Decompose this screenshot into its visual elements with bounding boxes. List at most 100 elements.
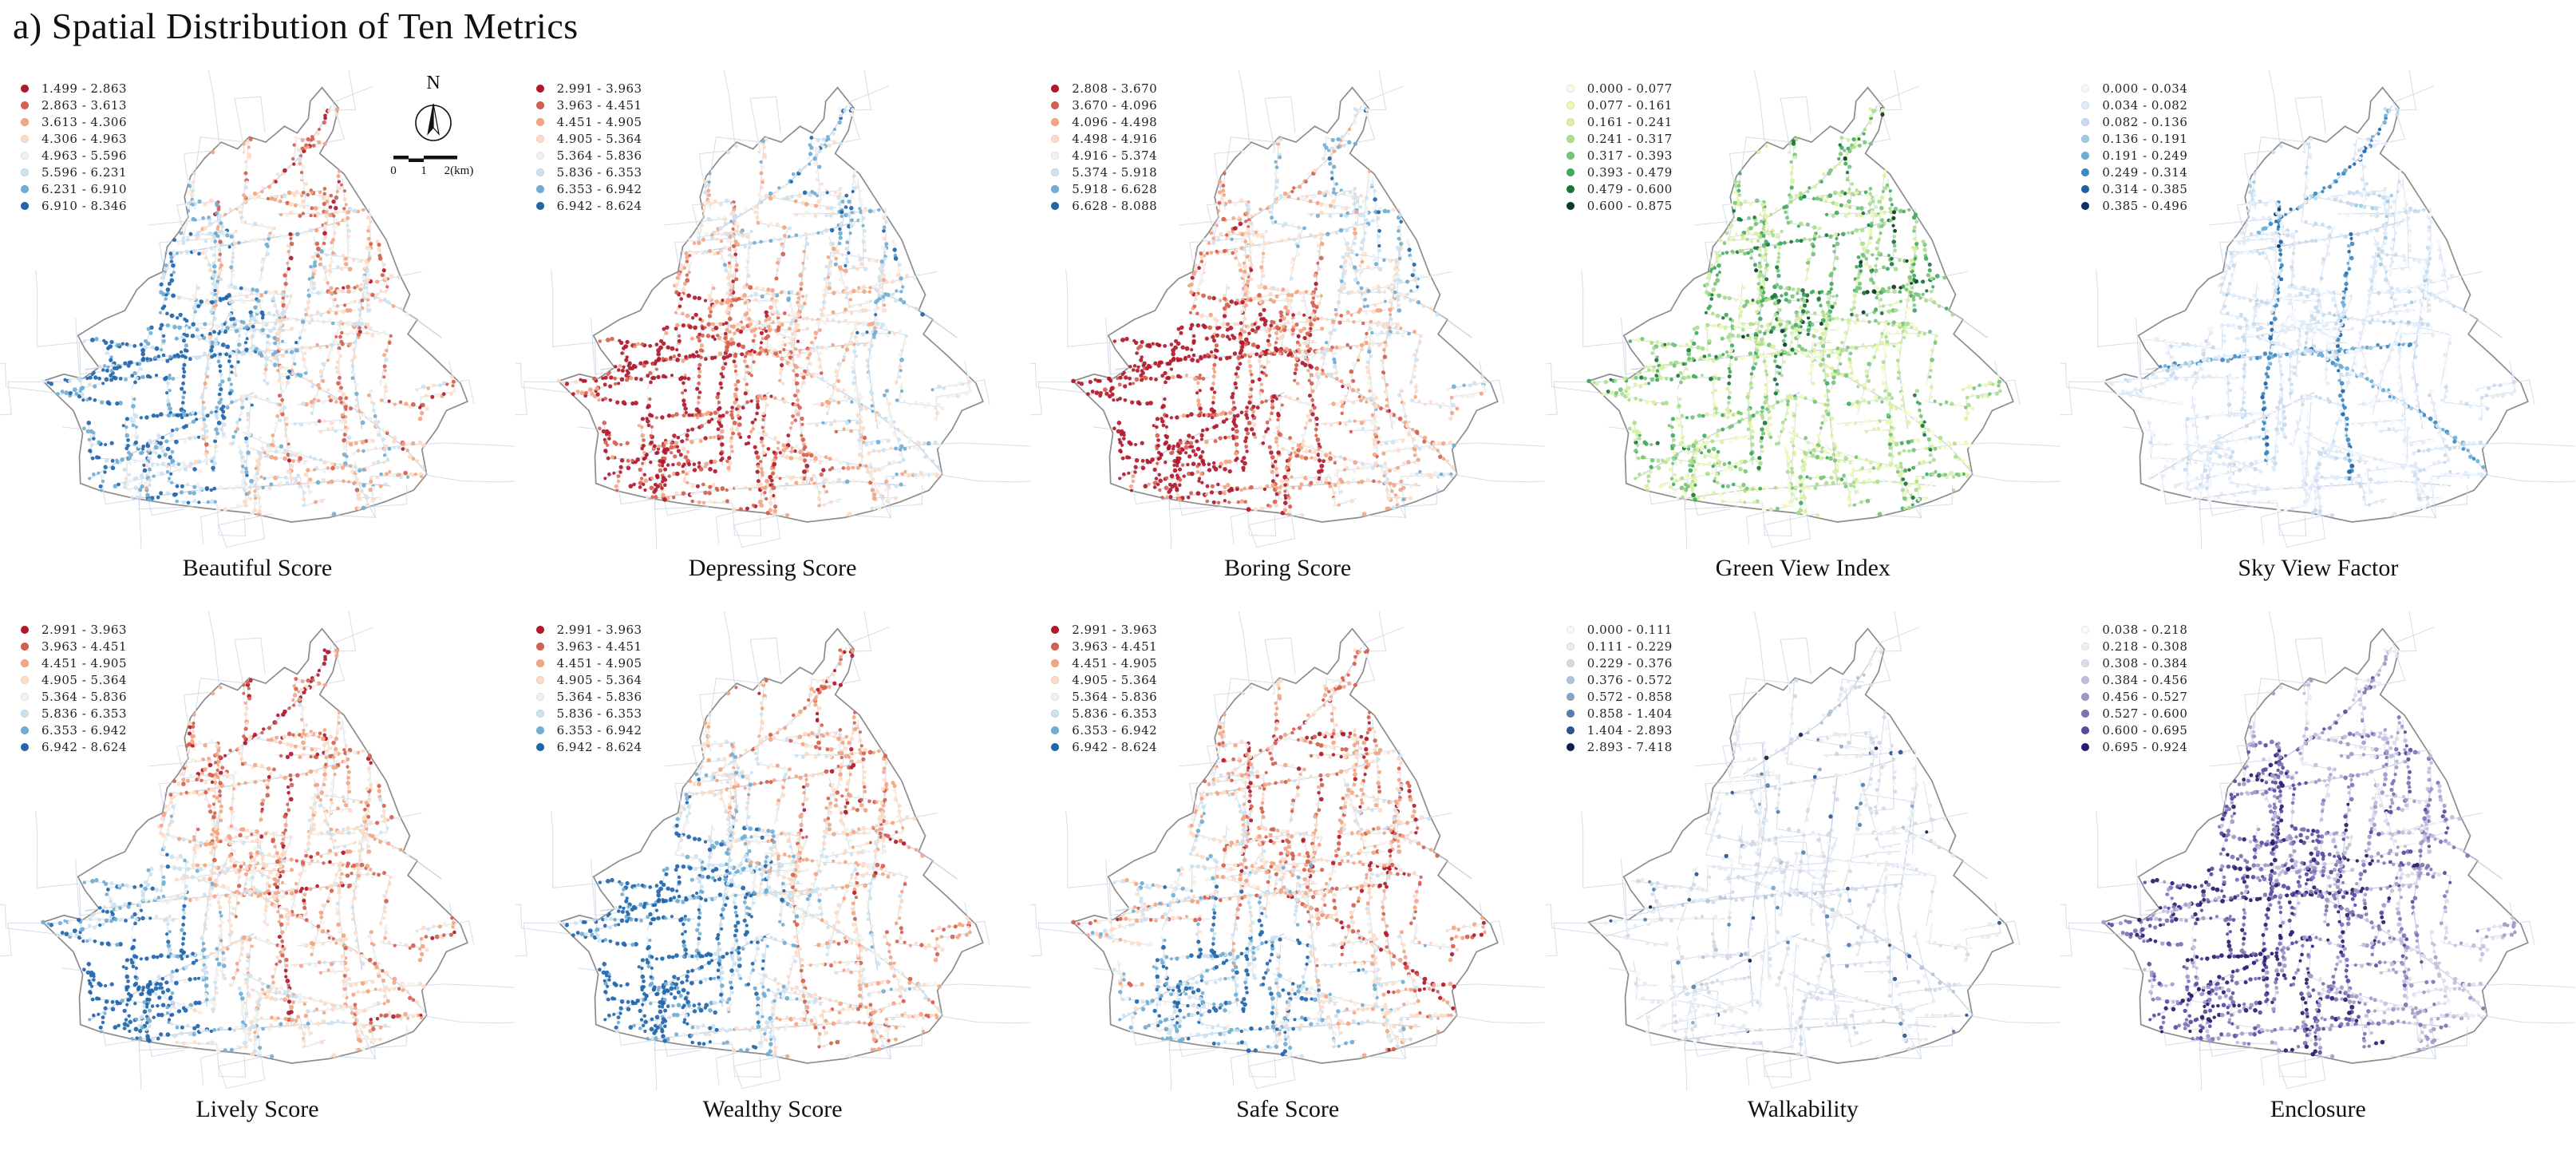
legend-item: 3.963 - 4.451 [1051, 639, 1157, 654]
legend-dot-icon [2081, 626, 2090, 634]
legend-label: 5.374 - 5.918 [1072, 165, 1158, 180]
legend-dot-icon [535, 659, 544, 667]
legend-item: 3.963 - 4.451 [535, 98, 642, 113]
legend-dot-icon [535, 118, 544, 126]
legend-item: 6.942 - 8.624 [535, 740, 642, 754]
legend-item: 0.393 - 0.479 [1566, 165, 1673, 180]
map-legend: 2.808 - 3.670 3.670 - 4.096 4.096 - 4.498 4… [1051, 81, 1158, 213]
legend-label: 0.000 - 0.077 [1586, 81, 1673, 96]
legend-item: 0.527 - 0.600 [2081, 706, 2187, 721]
map-legend: 2.991 - 3.963 3.963 - 4.451 4.451 - 4.905 4… [21, 623, 127, 754]
legend-dot-icon [1051, 693, 1060, 701]
legend-item: 0.308 - 0.384 [2081, 656, 2188, 670]
legend-label: 0.600 - 0.695 [2102, 723, 2188, 738]
legend-label: 0.038 - 0.218 [2102, 623, 2188, 637]
map-caption: Boring Score [1224, 555, 1352, 581]
map-caption: Walkability [1747, 1096, 1859, 1122]
legend-dot-icon [2081, 659, 2090, 667]
map-caption: Safe Score [1236, 1096, 1340, 1122]
legend-item: 2.991 - 3.963 [535, 81, 642, 96]
legend-dot-icon [1051, 101, 1060, 109]
map-caption: Sky View Factor [2238, 555, 2399, 581]
map-panel-beautiful-score: 1.499 - 2.863 2.863 - 3.613 3.613 - 4.306 4… [0, 70, 515, 597]
legend-label: 6.353 - 6.942 [41, 723, 127, 738]
legend-dot-icon [2081, 101, 2090, 109]
map-panel-lively-score: 2.991 - 3.963 3.963 - 4.451 4.451 - 4.905 4… [0, 611, 515, 1138]
legend-item: 5.364 - 5.836 [1051, 690, 1158, 704]
legend-item: 6.353 - 6.942 [535, 723, 642, 738]
legend-label: 4.498 - 4.916 [1072, 132, 1158, 146]
map-panel-depressing-score: 2.991 - 3.963 3.963 - 4.451 4.451 - 4.905 4… [515, 70, 1030, 597]
legend-item: 0.241 - 0.317 [1566, 132, 1673, 146]
legend-item: 4.905 - 5.364 [21, 673, 127, 687]
legend-item: 4.916 - 5.374 [1051, 148, 1157, 163]
legend-dot-icon [1051, 676, 1060, 684]
legend-item: 0.249 - 0.314 [2081, 165, 2187, 180]
legend-dot-icon [2081, 693, 2090, 701]
map-legend: 0.000 - 0.111 0.111 - 0.229 0.229 - 0.376 0… [1566, 623, 1673, 754]
legend-label: 0.136 - 0.191 [2102, 132, 2188, 146]
legend-label: 3.963 - 4.451 [556, 639, 642, 654]
legend-dot-icon [1051, 743, 1060, 751]
legend-item: 5.836 - 6.353 [21, 706, 127, 721]
legend-dot-icon [1566, 626, 1574, 634]
map-panel-wealthy-score: 2.991 - 3.963 3.963 - 4.451 4.451 - 4.905 4… [515, 611, 1030, 1138]
legend-label: 4.451 - 4.905 [556, 115, 642, 129]
map-panel-safe-score: 2.991 - 3.963 3.963 - 4.451 4.451 - 4.905 4… [1030, 611, 1546, 1138]
legend-dot-icon [1051, 659, 1060, 667]
legend-label: 0.191 - 0.249 [2102, 148, 2188, 163]
legend-item: 5.364 - 5.836 [535, 148, 642, 163]
legend-item: 5.836 - 6.353 [535, 706, 642, 721]
legend-label: 2.991 - 3.963 [1072, 623, 1158, 637]
legend-item: 3.963 - 4.451 [535, 639, 642, 654]
legend-dot-icon [21, 85, 29, 93]
legend-item: 0.376 - 0.572 [1566, 673, 1673, 687]
legend-dot-icon [1566, 101, 1574, 109]
legend-dot-icon [21, 101, 29, 109]
map-legend: 2.991 - 3.963 3.963 - 4.451 4.451 - 4.905 4… [1051, 623, 1158, 754]
legend-dot-icon [2081, 710, 2090, 718]
legend-item: 6.942 - 8.624 [21, 740, 127, 754]
map-panel-green-view-index: 0.000 - 0.077 0.077 - 0.161 0.161 - 0.241 0… [1545, 70, 2060, 597]
legend-dot-icon [535, 135, 544, 143]
legend-label: 0.000 - 0.034 [2102, 81, 2188, 96]
legend-label: 0.695 - 0.924 [2102, 740, 2188, 754]
legend-dot-icon [2081, 135, 2090, 143]
north-label: N [426, 73, 441, 93]
legend-label: 0.600 - 0.875 [1586, 199, 1673, 213]
figure-title: a) Spatial Distribution of Ten Metrics [13, 6, 579, 46]
legend-dot-icon [2081, 743, 2090, 751]
legend-item: 2.991 - 3.963 [21, 623, 127, 637]
legend-label: 6.353 - 6.942 [556, 182, 642, 196]
legend-label: 6.231 - 6.910 [41, 182, 127, 196]
legend-dot-icon [535, 101, 544, 109]
legend-item: 0.000 - 0.034 [2081, 81, 2188, 96]
legend-label: 6.353 - 6.942 [1072, 723, 1158, 738]
legend-label: 2.991 - 3.963 [556, 623, 642, 637]
legend-item: 3.963 - 4.451 [21, 639, 127, 654]
legend-item: 5.836 - 6.353 [1051, 706, 1157, 721]
legend-dot-icon [2081, 118, 2090, 126]
legend-label: 5.364 - 5.836 [1072, 690, 1158, 704]
legend-label: 5.918 - 6.628 [1072, 182, 1158, 196]
legend-dot-icon [535, 693, 544, 701]
legend-label: 0.308 - 0.384 [2102, 656, 2188, 670]
legend-item: 1.404 - 2.893 [1566, 723, 1673, 738]
legend-dot-icon [21, 202, 29, 210]
legend-dot-icon [535, 626, 544, 634]
legend-item: 0.456 - 0.527 [2081, 690, 2187, 704]
legend-dot-icon [2081, 676, 2090, 684]
legend-item: 6.910 - 8.346 [21, 199, 127, 213]
legend-dot-icon [2081, 202, 2090, 210]
legend-item: 0.314 - 0.385 [2081, 182, 2187, 196]
legend-dot-icon [1566, 118, 1574, 126]
legend-item: 1.499 - 2.863 [21, 81, 127, 96]
legend-label: 0.393 - 0.479 [1586, 165, 1673, 180]
map-caption: Beautiful Score [182, 555, 333, 581]
legend-item: 4.905 - 5.364 [535, 132, 642, 146]
legend-dot-icon [1566, 202, 1574, 210]
legend-dot-icon [535, 85, 544, 93]
legend-item: 2.991 - 3.963 [1051, 623, 1158, 637]
legend-dot-icon [535, 168, 544, 176]
legend-item: 0.161 - 0.241 [1566, 115, 1673, 129]
